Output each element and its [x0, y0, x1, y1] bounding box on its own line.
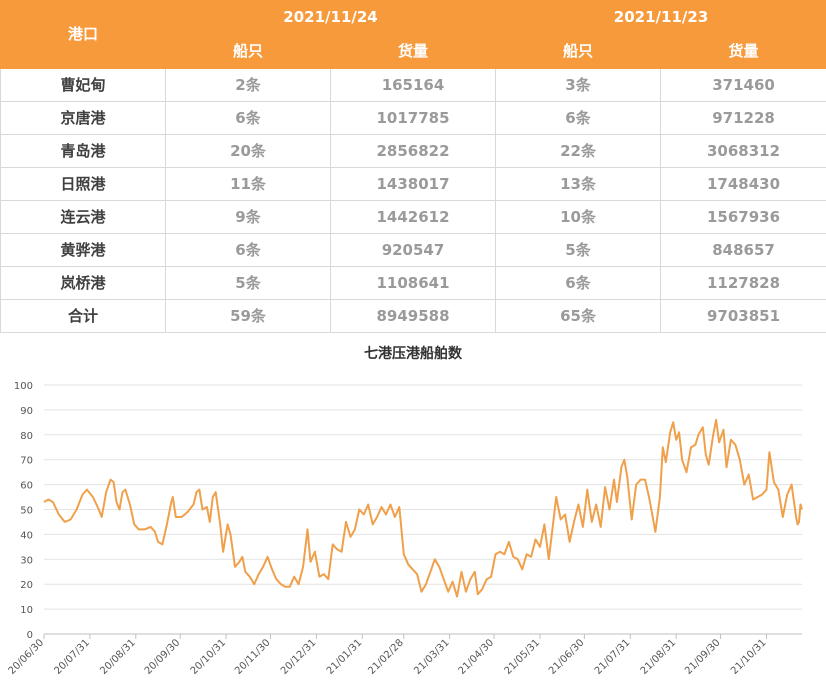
cargo-cell: 920547 [329, 233, 497, 267]
cargo-cell: 1442612 [329, 200, 497, 234]
x-tick-label: 20/07/31 [52, 637, 92, 677]
y-tick-label: 80 [20, 431, 33, 442]
chart-title: 七港压港船舶数 [364, 345, 463, 362]
cargo-cell: 848657 [660, 233, 826, 267]
ships-cell: 5条 [165, 266, 331, 300]
table-row: 京唐港 6条 1017785 6条 971228 [0, 101, 826, 135]
y-axis: 0 10 20 30 40 50 60 70 80 90 100 [14, 381, 33, 641]
date-header-1: 2021/11/24 [164, 0, 497, 34]
table-row: 曹妃甸 2条 165164 3条 371460 [0, 68, 826, 102]
x-tick-label: 20/09/30 [143, 637, 183, 677]
port-name: 曹妃甸 [0, 68, 166, 102]
x-tick-label: 21/01/31 [325, 637, 365, 677]
cargo-cell: 165164 [329, 68, 497, 102]
ships-cell: 59条 [165, 299, 331, 333]
table-row: 连云港 9条 1442612 10条 1567936 [0, 200, 826, 234]
table-row: 青岛港 20条 2856822 22条 3068312 [0, 134, 826, 168]
chart-grid [44, 384, 802, 635]
y-tick-label: 70 [20, 456, 33, 467]
port-table: 港口 2021/11/24 2021/11/23 船只 货量 船只 货量 曹妃甸… [0, 0, 826, 333]
cargo-cell: 971228 [660, 101, 826, 135]
cargo-header-1: 货量 [329, 33, 497, 69]
y-tick-label: 10 [20, 605, 33, 616]
ships-header-2: 船只 [495, 33, 662, 69]
ships-cell: 6条 [495, 101, 662, 135]
ships-cell: 10条 [495, 200, 662, 234]
ships-cell: 13条 [495, 167, 662, 201]
ships-cell: 6条 [165, 233, 331, 267]
x-tick-label: 20/12/31 [279, 637, 319, 677]
cargo-cell: 1567936 [660, 200, 826, 234]
ships-cell: 20条 [165, 134, 331, 168]
date-header-2: 2021/11/23 [495, 0, 826, 34]
cargo-cell: 371460 [660, 68, 826, 102]
cargo-cell: 2856822 [329, 134, 497, 168]
x-tick-label: 21/02/28 [366, 637, 406, 677]
x-tick-label: 21/04/30 [457, 637, 497, 677]
table-row: 日照港 11条 1438017 13条 1748430 [0, 167, 826, 201]
y-tick-label: 60 [20, 481, 33, 492]
x-axis: 20/06/30 20/07/31 20/08/31 20/09/30 20/10/31… [7, 634, 769, 677]
cargo-cell: 1108641 [329, 266, 497, 300]
ships-cell: 6条 [165, 101, 331, 135]
cargo-header-2: 货量 [660, 33, 826, 69]
y-tick-label: 100 [14, 381, 33, 392]
port-header: 港口 [0, 0, 166, 69]
y-tick-label: 40 [20, 530, 33, 541]
x-tick-label: 21/05/31 [503, 637, 543, 677]
cargo-cell: 1438017 [329, 167, 497, 201]
ships-cell: 3条 [495, 68, 662, 102]
cargo-cell: 3068312 [660, 134, 826, 168]
x-tick-label: 21/08/31 [639, 637, 679, 677]
cargo-cell: 1017785 [329, 101, 497, 135]
port-name: 黄骅港 [0, 233, 166, 267]
port-name: 日照港 [0, 167, 166, 201]
ships-cell: 11条 [165, 167, 331, 201]
port-name: 连云港 [0, 200, 166, 234]
ships-cell: 9条 [165, 200, 331, 234]
ships-cell: 2条 [165, 68, 331, 102]
series-line [43, 418, 803, 598]
x-tick-label: 20/08/31 [98, 637, 138, 677]
y-tick-label: 20 [20, 580, 33, 591]
cargo-cell: 1127828 [660, 266, 826, 300]
cargo-cell: 1748430 [660, 167, 826, 201]
table-row: 岚桥港 5条 1108641 6条 1127828 [0, 266, 826, 300]
y-tick-label: 0 [27, 630, 33, 641]
x-tick-label: 21/09/30 [683, 637, 723, 677]
ships-cell: 22条 [495, 134, 662, 168]
port-name: 合计 [0, 299, 166, 333]
x-tick-label: 21/03/31 [412, 637, 452, 677]
x-tick-label: 21/07/31 [593, 637, 633, 677]
ships-cell: 5条 [495, 233, 662, 267]
x-tick-label: 21/06/30 [547, 637, 587, 677]
x-tick-label: 21/10/31 [729, 637, 769, 677]
port-name: 青岛港 [0, 134, 166, 168]
table-row-total: 合计 59条 8949588 65条 9703851 [0, 299, 826, 333]
table-row: 黄骅港 6条 920547 5条 848657 [0, 233, 826, 267]
ships-header-1: 船只 [165, 33, 331, 69]
ships-cell: 6条 [495, 266, 662, 300]
y-tick-label: 50 [20, 506, 33, 517]
cargo-cell: 8949588 [329, 299, 497, 333]
x-tick-label: 20/11/30 [233, 637, 273, 677]
x-tick-label: 20/10/31 [189, 637, 229, 677]
y-tick-label: 30 [20, 555, 33, 566]
port-name: 岚桥港 [0, 266, 166, 300]
cargo-cell: 9703851 [660, 299, 826, 333]
y-tick-label: 90 [20, 406, 33, 417]
port-name: 京唐港 [0, 101, 166, 135]
x-tick-label: 20/06/30 [7, 637, 47, 677]
ships-cell: 65条 [495, 299, 662, 333]
